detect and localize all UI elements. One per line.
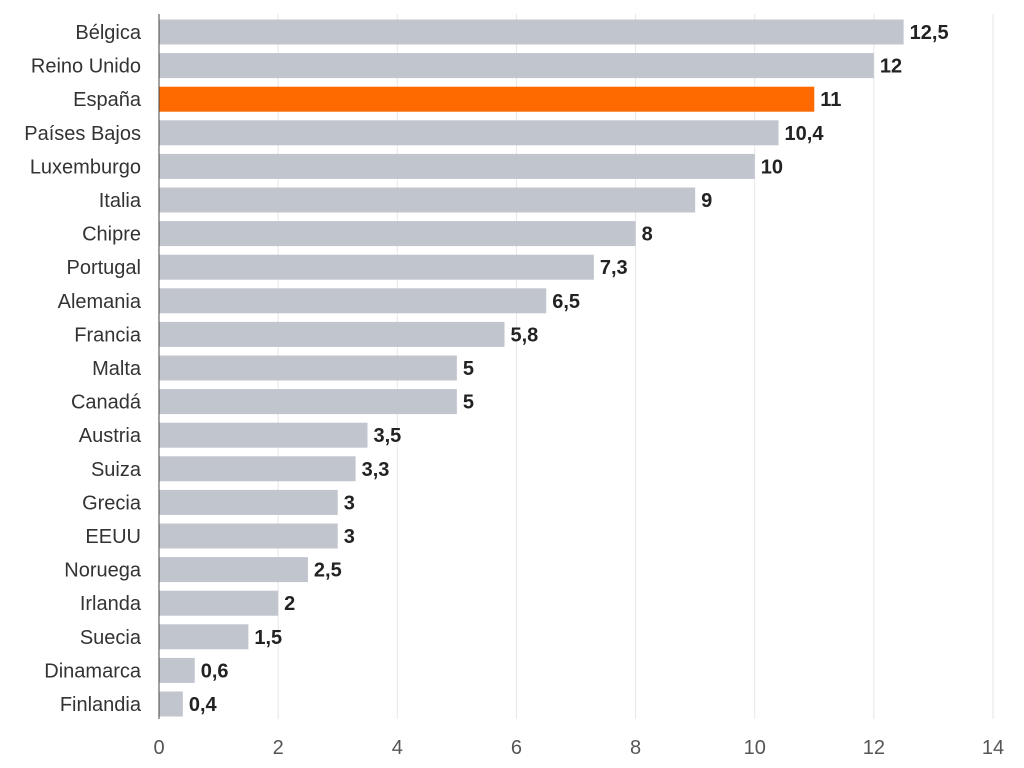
category-label: Canadá [71,392,142,414]
category-label: Irlanda [80,593,142,615]
category-labels: Bélgica Reino Unido España Países Bajos Luxe… [24,22,142,716]
value-label: 0,6 [201,660,229,682]
bar [159,321,505,347]
value-label: 2 [284,593,295,615]
category-label: Noruega [64,560,142,582]
bar [159,86,815,112]
category-label: Italia [99,190,142,212]
x-axis-tick-labels: 0 2 4 6 8 10 12 14 [153,737,1004,759]
category-label: Francia [74,324,142,346]
value-label: 10 [761,156,783,178]
bar [159,624,249,650]
bar [159,422,368,448]
bar [159,523,338,549]
value-label: 5 [463,358,474,380]
bar [159,355,457,381]
value-label: 6,5 [552,291,580,313]
bar [159,187,696,213]
x-tick-label: 0 [153,737,164,759]
bar [159,557,308,583]
value-label: 12 [880,56,902,78]
category-label: EEUU [85,526,141,548]
value-label: 8 [642,224,653,246]
x-tick-label: 12 [863,737,885,759]
category-label: Portugal [67,257,142,279]
category-label: Chipre [82,224,141,246]
category-label: Luxemburgo [30,156,141,178]
value-label: 1,5 [254,627,282,649]
category-label: Países Bajos [24,123,141,145]
x-tick-label: 14 [982,737,1004,759]
value-label: 5 [463,392,474,414]
value-label: 5,8 [511,324,539,346]
bar [159,221,636,247]
category-label: Finlandia [60,694,142,716]
bar [159,19,904,45]
bar [159,456,356,482]
value-label: 3 [344,526,355,548]
value-label: 9 [701,190,712,212]
category-label: Bélgica [75,22,141,44]
category-label: España [73,89,142,111]
value-label: 0,4 [189,694,218,716]
x-tick-label: 6 [511,737,522,759]
category-label: Malta [92,358,142,380]
bar [159,590,279,616]
x-tick-label: 2 [273,737,284,759]
bar [159,691,183,717]
bar [159,389,457,415]
value-label: 2,5 [314,560,342,582]
x-tick-label: 8 [630,737,641,759]
value-label: 11 [820,89,841,111]
bar [159,153,755,179]
bar [159,489,338,515]
x-tick-label: 4 [392,737,403,759]
x-tick-label: 10 [744,737,766,759]
category-label: Suiza [91,459,142,481]
category-label: Alemania [58,291,142,313]
value-label: 7,3 [600,257,628,279]
category-label: Reino Unido [31,56,141,78]
value-label: 3,5 [374,425,402,447]
bars [159,19,904,717]
bar [159,53,874,79]
value-label: 3,3 [362,459,390,481]
bar [159,254,594,280]
category-label: Grecia [82,492,142,514]
value-label: 12,5 [910,22,949,44]
value-labels: 12,5121110,410987,36,55,8553,53,3332,521… [189,22,949,716]
bar [159,288,547,314]
bar [159,120,779,146]
value-label: 3 [344,492,355,514]
category-label: Suecia [80,627,142,649]
value-label: 10,4 [785,123,825,145]
bar [159,657,195,683]
category-label: Dinamarca [44,660,142,682]
category-label: Austria [79,425,142,447]
